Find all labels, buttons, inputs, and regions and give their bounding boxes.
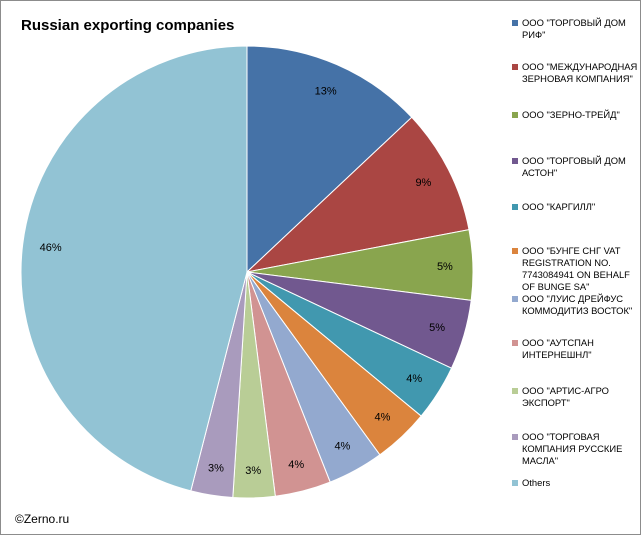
legend-label: ООО "ЛУИС ДРЕЙФУС КОММОДИТИЗ ВОСТОК" — [522, 293, 633, 316]
legend-label: ООО "АУТСПАН ИНТЕРНЕШНЛ" — [522, 337, 594, 360]
legend-swatch — [512, 112, 518, 118]
pie-slice-11 — [20, 45, 248, 492]
slice-label-10: 3% — [208, 463, 224, 475]
slice-label-3: 5% — [437, 261, 453, 273]
slice-label-9: 3% — [245, 465, 261, 477]
legend-item-2: ООО "МЕЖДУНАРОДНАЯ ЗЕРНОВАЯ КОМПАНИЯ" — [512, 61, 640, 85]
legend-swatch — [512, 248, 518, 254]
legend-item-8: ООО "АУТСПАН ИНТЕРНЕШНЛ" — [512, 337, 640, 361]
legend-label: Others — [522, 477, 551, 488]
legend-swatch — [512, 296, 518, 302]
slice-label-1: 13% — [315, 85, 337, 97]
legend-label: ООО "ТОРГОВАЯ КОМПАНИЯ РУССКИЕ МАСЛА" — [522, 431, 623, 466]
legend-swatch — [512, 388, 518, 394]
legend-item-9: ООО "АРТИС-АГРО ЭКСПОРТ" — [512, 385, 640, 409]
copyright-text: ©Zerno.ru — [15, 512, 70, 526]
legend-label: ООО "ТОРГОВЫЙ ДОМ РИФ" — [522, 17, 626, 40]
legend-label: ООО "МЕЖДУНАРОДНАЯ ЗЕРНОВАЯ КОМПАНИЯ" — [522, 61, 638, 84]
legend-label: ООО "КАРГИЛЛ" — [522, 201, 596, 212]
chart-title: Russian exporting companies — [21, 17, 235, 34]
slice-label-11: 46% — [40, 242, 62, 254]
legend-label: ООО "АРТИС-АГРО ЭКСПОРТ" — [522, 385, 609, 408]
legend-item-3: ООО "ЗЕРНО-ТРЕЙД" — [512, 109, 640, 121]
legend-swatch — [512, 64, 518, 70]
pie-slice-2 — [245, 116, 470, 273]
slice-label-4: 5% — [429, 322, 445, 334]
slice-label-6: 4% — [375, 411, 391, 423]
legend-item-4: ООО "ТОРГОВЫЙ ДОМ АСТОН" — [512, 155, 640, 179]
slice-label-8: 4% — [288, 459, 304, 471]
legend-swatch — [512, 340, 518, 346]
legend-item-1: ООО "ТОРГОВЫЙ ДОМ РИФ" — [512, 17, 640, 41]
legend-swatch — [512, 204, 518, 210]
slice-label-5: 4% — [406, 373, 422, 385]
legend-swatch — [512, 20, 518, 26]
legend-swatch — [512, 158, 518, 164]
slice-label-2: 9% — [415, 177, 431, 189]
legend-item-6: ООО "БУНГЕ СНГ VAT REGISTRATION NO. 7743… — [512, 245, 640, 293]
pie-slice-1 — [246, 45, 413, 274]
legend-label: ООО "ЗЕРНО-ТРЕЙД" — [522, 109, 620, 120]
legend-item-5: ООО "КАРГИЛЛ" — [512, 201, 640, 213]
legend-swatch — [512, 434, 518, 440]
legend-swatch — [512, 480, 518, 486]
legend-item-10: ООО "ТОРГОВАЯ КОМПАНИЯ РУССКИЕ МАСЛА" — [512, 431, 640, 467]
legend-label: ООО "БУНГЕ СНГ VAT REGISTRATION NO. 7743… — [522, 245, 630, 292]
pie-chart: 13% 9% 5% 5% 4% 4% 4% 4% 3% 3% 46% — [20, 45, 474, 499]
legend-item-11: Others — [512, 477, 640, 489]
legend-item-7: ООО "ЛУИС ДРЕЙФУС КОММОДИТИЗ ВОСТОК" — [512, 293, 640, 317]
slice-label-7: 4% — [334, 441, 350, 453]
legend-label: ООО "ТОРГОВЫЙ ДОМ АСТОН" — [522, 155, 626, 178]
